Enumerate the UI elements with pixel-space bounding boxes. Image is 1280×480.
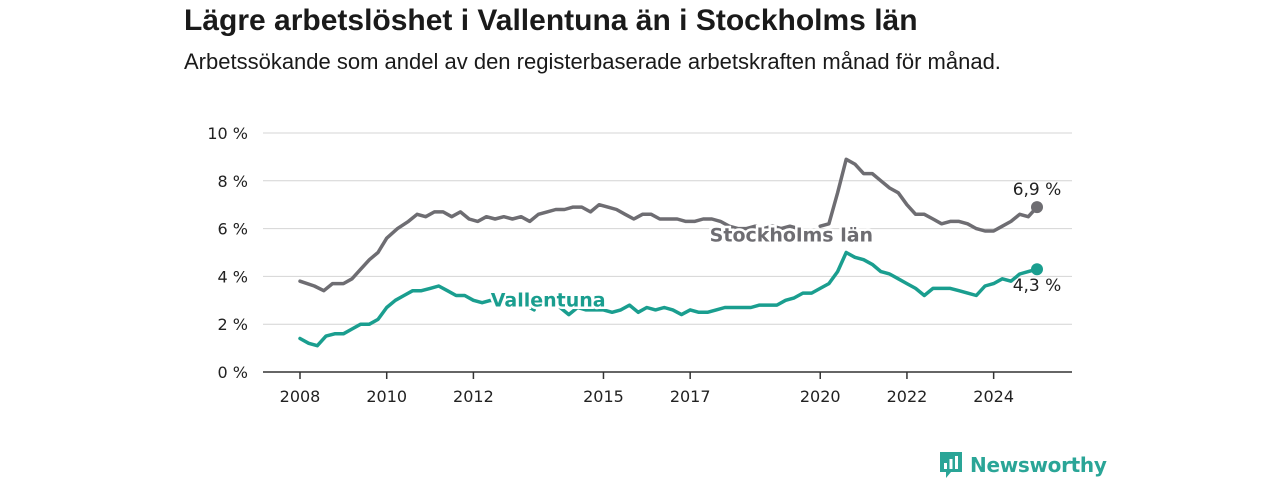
newsworthy-logo: Newsworthy [938, 450, 1107, 480]
series-line-vallentuna [298, 284, 536, 348]
y-tick-label: 2 % [218, 315, 248, 334]
y-tick-label: 8 % [218, 172, 248, 191]
x-tick-label: 2012 [453, 387, 494, 406]
x-tick-label: 2010 [366, 387, 407, 406]
brand-name: Newsworthy [970, 453, 1107, 477]
series-layer [298, 157, 1043, 348]
y-tick-label: 4 % [218, 267, 248, 286]
x-tick-label: 2017 [670, 387, 711, 406]
y-tick-label: 6 % [218, 220, 248, 239]
end-value-label-stockholms-l-n: 6,9 % [1013, 180, 1062, 200]
series-line-stockholms-l-n [818, 157, 1039, 233]
x-tick-label: 2022 [887, 387, 928, 406]
x-tick-label: 2008 [280, 387, 321, 406]
x-tick-label: 2015 [583, 387, 624, 406]
label-layer: 6,9 % 4,3 % Stockholms län Vallentuna [488, 180, 1062, 314]
series-line-vallentuna [558, 250, 1039, 317]
series-name-label-vallentuna: Vallentuna [491, 289, 606, 311]
x-tick-label: 2024 [973, 387, 1014, 406]
x-axis: 2008 2010 2012 2015 2017 2020 2022 2024 [263, 371, 1072, 406]
grid-layer: 0 % 2 % 4 % 6 % 8 % 10 % [207, 124, 1072, 382]
end-point-stockholms-l-n [1031, 201, 1043, 214]
y-tick-label: 10 % [207, 124, 248, 143]
series-name-label-stockholm: Stockholms län [710, 225, 873, 247]
end-point-vallentuna [1031, 263, 1043, 276]
chart-subtitle: Arbetssökande som andel av den registerb… [184, 49, 1001, 74]
y-tick-label: 0 % [218, 363, 248, 382]
newsworthy-chart-icon [940, 452, 962, 478]
series-line-stockholms-l-n [298, 202, 801, 293]
line-chart: 0 % 2 % 4 % 6 % 8 % 10 % 2008 2010 2012 2015 2017… [207, 124, 1072, 406]
end-value-label-vallentuna: 4,3 % [1013, 276, 1062, 296]
x-tick-label: 2020 [800, 387, 841, 406]
chart-title: Lägre arbetslöshet i Vallentuna än i Sto… [184, 4, 918, 37]
